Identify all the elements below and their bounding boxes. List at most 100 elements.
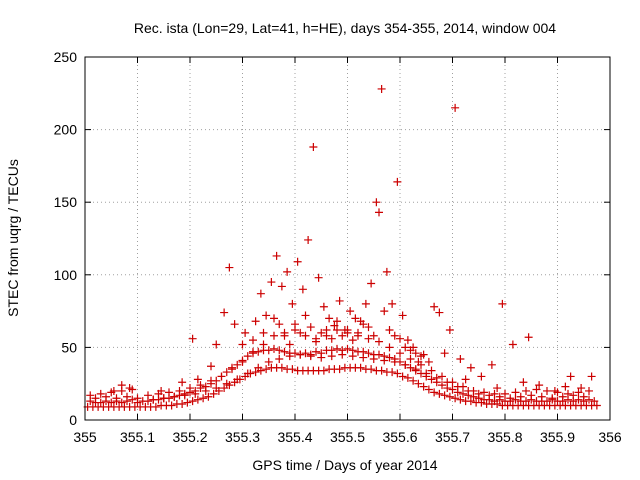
data-point-plus [406, 346, 415, 355]
data-point-plus [288, 299, 297, 308]
data-point-plus [91, 394, 100, 403]
data-point-plus [296, 350, 305, 359]
data-point-plus [398, 311, 407, 320]
data-point-plus [256, 289, 265, 298]
data-point-plus [543, 397, 551, 406]
data-point-plus [264, 346, 273, 355]
grid-layer [85, 57, 610, 420]
data-point-plus [359, 320, 368, 329]
data-point-plus [585, 386, 593, 395]
data-point-plus [233, 360, 242, 369]
data-point-plus [508, 340, 517, 349]
data-point-plus [193, 395, 202, 404]
data-point-plus [243, 369, 252, 378]
data-point-plus [228, 365, 236, 374]
data-point-plus [267, 278, 276, 287]
data-point-plus [107, 398, 116, 407]
data-point-plus [445, 392, 454, 401]
data-point-plus [157, 386, 166, 395]
data-point-plus [280, 347, 289, 356]
data-point-plus [325, 314, 334, 323]
data-point-plus [251, 368, 260, 377]
data-point-plus [393, 369, 402, 378]
data-point-plus [333, 317, 341, 326]
data-point-plus [193, 375, 202, 384]
data-point-plus [298, 285, 307, 294]
data-point-plus [506, 394, 515, 403]
data-point-plus [385, 353, 394, 362]
y-axis-label: STEC from uqrg / TECUs [5, 159, 21, 317]
data-point-plus [109, 386, 118, 395]
data-point-plus [259, 328, 268, 337]
data-point-plus [117, 398, 126, 407]
data-point-plus [490, 397, 499, 406]
data-point-plus [380, 356, 389, 365]
data-point-plus [291, 320, 299, 329]
data-point-plus [558, 392, 567, 401]
data-point-plus [537, 392, 546, 401]
data-point-plus [277, 282, 286, 291]
data-point-plus [188, 334, 197, 343]
data-point-plus [440, 349, 449, 358]
data-point-plus [270, 344, 278, 353]
x-tick-label: 355.8 [487, 429, 522, 445]
data-point-plus [238, 357, 247, 366]
data-point-plus [346, 307, 355, 316]
data-point-plus [322, 325, 331, 334]
data-point-plus [319, 302, 328, 311]
data-point-plus [364, 323, 373, 332]
data-point-plus [217, 372, 226, 381]
data-point-plus [477, 372, 486, 381]
data-point-plus [191, 389, 200, 398]
x-tick-label: 355.5 [330, 429, 365, 445]
data-point-plus [579, 392, 588, 401]
data-point-plus [501, 389, 509, 398]
data-point-plus [165, 388, 173, 397]
data-point-plus [262, 365, 271, 374]
data-point-plus [385, 343, 394, 352]
data-point-plus [451, 103, 460, 112]
data-point-plus [480, 388, 488, 397]
data-point-plus [535, 381, 544, 390]
data-point-plus [587, 372, 596, 381]
data-point-plus [524, 333, 533, 342]
data-point-plus [306, 352, 315, 361]
data-point-plus [493, 384, 502, 393]
data-point-plus [333, 344, 341, 353]
data-point-plus [375, 208, 383, 217]
data-point-plus [188, 397, 197, 406]
data-point-plus [561, 382, 570, 391]
data-point-plus [335, 365, 344, 374]
data-point-plus [112, 394, 121, 403]
data-point-plus [427, 366, 436, 375]
data-point-plus [380, 307, 389, 316]
data-point-plus [186, 384, 194, 393]
data-point-plus [264, 357, 273, 366]
data-point-plus [422, 369, 431, 378]
data-point-plus [367, 279, 376, 288]
data-point-plus [375, 350, 383, 359]
data-point-plus [522, 386, 530, 395]
data-point-plus [238, 340, 247, 349]
y-tick-label: 250 [54, 49, 78, 65]
data-point-plus [388, 368, 397, 377]
data-point-plus [117, 381, 126, 390]
x-tick-label: 355.1 [120, 429, 155, 445]
data-point-plus [209, 389, 218, 398]
data-point-plus [301, 331, 310, 340]
chart-title: Rec. ista (Lon=29, Lat=41, h=HE), days 3… [134, 20, 556, 36]
data-point-plus [432, 373, 441, 382]
data-point-plus [333, 325, 341, 334]
data-point-plus [243, 352, 252, 361]
data-point-plus [487, 360, 496, 369]
data-point-plus [283, 267, 292, 276]
data-point-plus [249, 336, 257, 345]
data-point-plus [306, 323, 315, 332]
data-point-plus [401, 360, 410, 369]
data-point-plus [225, 263, 234, 272]
data-point-plus [592, 401, 601, 410]
data-point-plus [296, 328, 305, 337]
data-point-plus [364, 334, 373, 343]
data-point-plus [170, 392, 179, 401]
